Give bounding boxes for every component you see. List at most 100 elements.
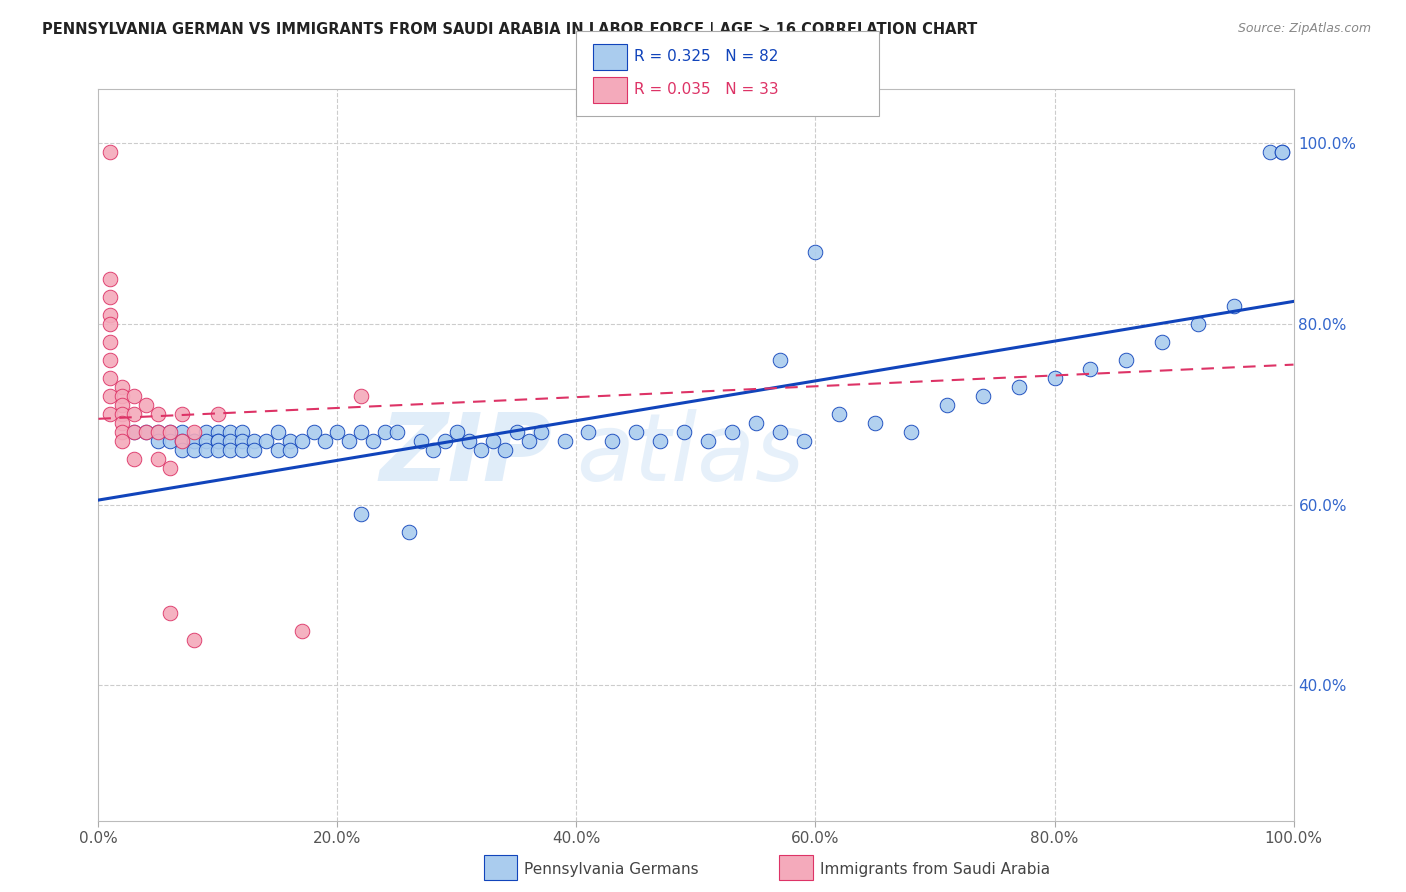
- Point: [148, 452, 170, 467]
- Point: [865, 417, 887, 431]
- Point: [219, 425, 242, 440]
- Point: [111, 398, 134, 412]
- Point: [195, 443, 218, 458]
- Point: [195, 425, 218, 440]
- Point: [517, 434, 540, 449]
- Point: [98, 371, 122, 385]
- Text: Pennsylvania Germans: Pennsylvania Germans: [524, 863, 699, 877]
- Point: [1152, 334, 1174, 349]
- Point: [172, 425, 194, 440]
- Point: [350, 389, 373, 403]
- Point: [828, 407, 851, 421]
- Point: [411, 434, 433, 449]
- Point: [148, 407, 170, 421]
- Point: [159, 425, 181, 440]
- Point: [1115, 353, 1137, 368]
- Point: [159, 434, 181, 449]
- Point: [768, 353, 790, 368]
- Point: [135, 425, 157, 440]
- Point: [98, 317, 122, 331]
- Point: [183, 434, 205, 449]
- Point: [231, 425, 253, 440]
- Point: [278, 443, 301, 458]
- Point: [481, 434, 505, 449]
- Point: [159, 425, 181, 440]
- Point: [231, 434, 253, 449]
- Point: [626, 425, 648, 440]
- Point: [124, 425, 146, 440]
- Point: [900, 425, 922, 440]
- Point: [278, 434, 301, 449]
- Point: [648, 434, 672, 449]
- Point: [98, 272, 122, 286]
- Point: [159, 461, 181, 475]
- Point: [172, 407, 194, 421]
- Text: Immigrants from Saudi Arabia: Immigrants from Saudi Arabia: [820, 863, 1050, 877]
- Text: PENNSYLVANIA GERMAN VS IMMIGRANTS FROM SAUDI ARABIA IN LABOR FORCE | AGE > 16 CO: PENNSYLVANIA GERMAN VS IMMIGRANTS FROM S…: [42, 22, 977, 38]
- Point: [350, 507, 373, 521]
- Text: atlas: atlas: [576, 409, 804, 500]
- Text: R = 0.325   N = 82: R = 0.325 N = 82: [634, 49, 779, 63]
- Point: [183, 633, 205, 648]
- Point: [183, 443, 205, 458]
- Point: [231, 443, 253, 458]
- Point: [207, 434, 229, 449]
- Point: [267, 425, 290, 440]
- Point: [422, 443, 444, 458]
- Text: R = 0.035   N = 33: R = 0.035 N = 33: [634, 82, 779, 96]
- Point: [124, 425, 146, 440]
- Point: [207, 425, 229, 440]
- Point: [207, 407, 229, 421]
- Point: [183, 434, 205, 449]
- Point: [111, 425, 134, 440]
- Point: [148, 434, 170, 449]
- Point: [1187, 317, 1209, 331]
- Point: [135, 398, 157, 412]
- Point: [506, 425, 529, 440]
- Point: [1258, 145, 1281, 160]
- Point: [972, 389, 994, 403]
- Point: [111, 417, 134, 431]
- Point: [135, 425, 157, 440]
- Point: [458, 434, 481, 449]
- Point: [98, 353, 122, 368]
- Point: [578, 425, 600, 440]
- Point: [1008, 380, 1031, 394]
- Point: [254, 434, 277, 449]
- Point: [936, 398, 959, 412]
- Point: [434, 434, 457, 449]
- Point: [363, 434, 385, 449]
- Point: [793, 434, 815, 449]
- Text: ZIP: ZIP: [380, 409, 553, 501]
- Point: [554, 434, 576, 449]
- Point: [148, 425, 170, 440]
- Point: [350, 425, 373, 440]
- Point: [1043, 371, 1066, 385]
- Point: [398, 524, 420, 539]
- Point: [124, 389, 146, 403]
- Point: [374, 425, 396, 440]
- Point: [315, 434, 337, 449]
- Point: [98, 145, 122, 160]
- Point: [98, 290, 122, 304]
- Point: [111, 434, 134, 449]
- Point: [602, 434, 624, 449]
- Point: [1271, 145, 1294, 160]
- Point: [124, 452, 146, 467]
- Point: [326, 425, 349, 440]
- Point: [148, 425, 170, 440]
- Point: [243, 443, 266, 458]
- Point: [291, 434, 314, 449]
- Point: [673, 425, 696, 440]
- Point: [172, 443, 194, 458]
- Point: [530, 425, 553, 440]
- Point: [291, 624, 314, 638]
- Point: [98, 389, 122, 403]
- Point: [804, 244, 827, 259]
- Point: [446, 425, 468, 440]
- Point: [98, 407, 122, 421]
- Point: [111, 407, 134, 421]
- Point: [219, 443, 242, 458]
- Point: [111, 389, 134, 403]
- Point: [98, 308, 122, 322]
